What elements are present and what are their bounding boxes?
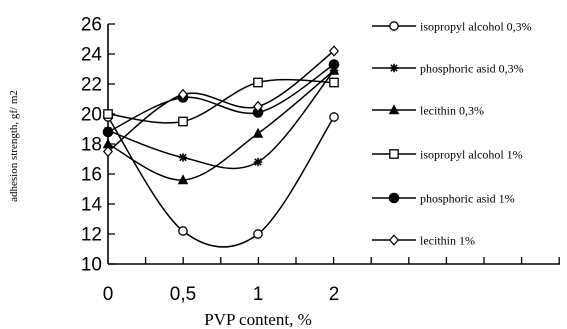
x-axis-label: PVP content, % <box>204 310 312 329</box>
data-point-lecithin-1 <box>329 45 339 57</box>
series-group <box>102 45 340 248</box>
y-tick-label: 16 <box>81 165 102 186</box>
y-tick-label: 14 <box>81 195 103 216</box>
data-point-phosphoric-asid-0-3 <box>253 157 263 167</box>
data-point-isopropyl-alcohol-1 <box>178 116 188 127</box>
legend-marker-phosphoric-asid-0-3 <box>389 63 399 73</box>
data-point-lecithin-1 <box>178 88 188 101</box>
x-tick-label: 1 <box>253 284 264 305</box>
series-line-isopropyl-alcohol-0-3 <box>107 116 335 248</box>
y-tick-label: 22 <box>81 75 102 96</box>
data-point-isopropyl-alcohol-1 <box>253 77 263 88</box>
legend-label-isopropyl-alcohol-0-3: isopropyl alcohol 0,3% <box>420 20 532 34</box>
data-point-lecithin-1 <box>103 145 113 158</box>
y-tick-label: 18 <box>81 135 102 156</box>
y-tick-label: 10 <box>81 255 102 276</box>
legend: isopropyl alcohol 0,3% phosphoric asid 0,… <box>372 20 532 248</box>
data-point-isopropyl-alcohol-0-3 <box>329 112 339 122</box>
series-line-lecithin-0-3 <box>107 69 335 181</box>
y-tick-label: 24 <box>81 45 103 66</box>
legend-label-isopropyl-alcohol-1: isopropyl alcohol 1% <box>420 148 523 162</box>
data-point-lecithin-1 <box>253 100 263 113</box>
legend-marker-isopropyl-alcohol-0-3 <box>389 21 399 31</box>
data-point-phosphoric-asid-1 <box>102 126 114 138</box>
y-tick-label: 26 <box>81 15 102 36</box>
legend-label-lecithin-1: lecithin 1% <box>420 234 475 248</box>
series-line-phosphoric-asid-0-3 <box>107 70 335 170</box>
data-point-phosphoric-asid-0-3 <box>178 153 188 162</box>
x-tick-label: 0 <box>103 284 114 305</box>
series-line-phosphoric-asid-1 <box>107 63 335 133</box>
legend-marker-lecithin-1 <box>389 234 399 246</box>
data-point-isopropyl-alcohol-1 <box>329 77 339 88</box>
legend-marker-lecithin-0-3 <box>388 104 400 115</box>
data-point-lecithin-0-3 <box>177 174 189 185</box>
data-point-isopropyl-alcohol-0-3 <box>253 229 263 239</box>
legend-label-phosphoric-asid-0-3: phosphoric asid 0,3% <box>420 62 524 76</box>
data-point-lecithin-0-3 <box>102 138 114 149</box>
legend-label-phosphoric-asid-1: phosphoric asid 1% <box>420 192 515 206</box>
y-axis-ticks: 10 12 14 16 18 20 22 24 26 <box>81 15 115 276</box>
data-point-phosphoric-asid-1 <box>328 59 340 70</box>
data-point-isopropyl-alcohol-0-3 <box>178 226 188 236</box>
x-axis-ticks: 0 0,5 1 2 <box>103 257 560 305</box>
x-tick-label: 0,5 <box>170 284 196 305</box>
legend-label-lecithin-0-3: lecithin 0,3% <box>420 104 484 118</box>
x-tick-label: 2 <box>329 284 340 305</box>
legend-marker-isopropyl-alcohol-1 <box>389 149 399 159</box>
legend-marker-phosphoric-asid-1 <box>388 192 400 204</box>
y-tick-label: 12 <box>81 225 102 246</box>
y-axis-label: adhesion strength, gf/ m2 <box>8 90 20 202</box>
series-line-lecithin-1 <box>107 50 335 153</box>
data-point-lecithin-0-3 <box>252 127 264 138</box>
y-tick-label: 20 <box>81 105 102 126</box>
data-point-isopropyl-alcohol-1 <box>103 109 113 119</box>
